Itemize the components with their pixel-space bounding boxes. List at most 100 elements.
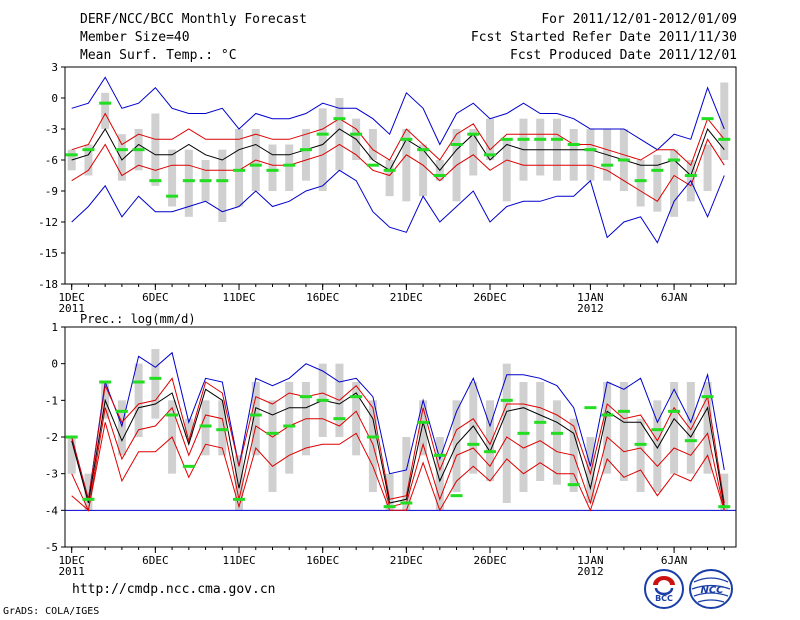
precipitation-obs-mark [266,431,279,435]
precipitation-obs-mark [115,409,128,413]
precipitation-spread-box [218,400,227,456]
precipitation-obs-mark [199,424,212,428]
temperature-spread-box [402,129,411,202]
temperature-obs-mark [283,163,296,167]
precipitation-obs-mark [400,501,413,505]
precipitation-obs-mark [417,420,430,424]
precipitation-obs-mark [634,442,647,446]
temperature-obs-mark [668,158,681,162]
precipitation-spread-box [235,455,244,511]
precipitation-spread-box [134,363,143,437]
precipitation-spread-box [435,437,444,511]
temperature-ytick-label: 3 [51,61,58,74]
precipitation-obs-mark [316,398,329,402]
precipitation-obs-mark [651,428,664,432]
temperature-obs-mark [450,143,463,146]
precipitation-series-lower [71,406,725,513]
temperature-obs-mark [316,132,329,136]
precipitation-spread-box [502,363,511,503]
temperature-obs-mark [115,148,128,152]
temperature-spread-box [117,134,126,181]
precipitation-obs-mark [550,431,563,435]
precipitation-spread-box [469,382,478,474]
temperature-ytick-label: -12 [38,216,58,229]
precipitation-spread-box [603,382,612,474]
temperature-obs-mark [350,132,363,136]
precipitation-xtick-label: 16DEC [306,554,339,567]
temperature-obs-mark [82,148,95,152]
forecast-period-label: For 2011/12/01-2012/01/09 [541,12,737,27]
temperature-obs-mark [132,148,145,152]
temperature-series-lower [71,138,725,202]
precipitation-obs-mark [333,417,346,421]
temperature-obs-mark [99,101,112,105]
precipitation-obs-mark [584,406,597,410]
temperature-series-max [71,76,725,151]
chart-title: DERF/NCC/BCC Monthly Forecast [80,12,307,27]
temperature-obs-mark [684,174,697,177]
precipitation-obs-mark [718,505,731,509]
precipitation-spread-box [552,400,561,485]
precipitation-obs-mark [249,413,262,417]
precipitation-spread-box [536,382,545,481]
temperature-obs-mark [417,148,430,152]
precipitation-spread-box [586,437,595,503]
temperature-obs-mark [701,117,714,121]
temperature-spread-box [653,154,662,212]
precipitation-obs-mark [701,395,714,399]
precipitation-obs-mark [233,497,246,501]
precipitation-spread-box [268,400,277,492]
precipitation-obs-mark [668,409,681,413]
source-url[interactable]: http://cmdp.ncc.cma.gov.cn [72,582,276,597]
precipitation-obs-mark [216,428,229,432]
precipitation-ytick-label: 1 [51,321,58,334]
precipitation-ytick-label: 0 [51,358,58,371]
temperature-obs-mark [233,168,246,172]
temperature-obs-mark [534,137,547,141]
ncc-logo-text: NCC [700,585,724,596]
temperature-obs-mark [400,137,413,141]
precipitation-spread-box [670,382,679,474]
temperature-spread-box [84,144,93,176]
precipitation-spread-box [653,400,662,492]
temperature-xtick-label: 1DEC [58,291,85,304]
grads-credit: GrADS: COLA/IGES [3,606,100,617]
precipitation-obs-mark [617,409,630,413]
temperature-spread-box [569,129,578,181]
precipitation-spread-box [84,473,93,511]
temperature-spread-box [335,98,344,171]
temperature-spread-box [636,160,645,207]
precipitation-obs-mark [132,380,145,384]
precipitation-xtick-year: 2011 [58,565,85,578]
precipitation-spread-box [285,382,294,474]
temperature-obs-mark [333,117,346,121]
precipitation-obs-mark [182,464,195,468]
precipitation-obs-mark [299,395,312,399]
temperature-xtick-label: 16DEC [306,291,339,304]
temperature-ytick-label: -9 [45,185,58,198]
temperature-spread-box [502,139,511,202]
temperature-spread-box [419,144,428,197]
temperature-obs-mark [617,158,630,162]
start-date-label: Fcst Started Refer Date 2011/11/30 [470,30,737,45]
precipitation-xtick-label: 26DEC [473,554,506,567]
precipitation-ytick-label: -5 [45,541,58,554]
precipitation-spread-box [67,437,76,474]
member-size-label: Member Size=40 [80,30,190,45]
temperature-spread-box [101,92,110,129]
temperature-xtick-year: 2012 [577,302,604,315]
temperature-obs-mark [718,137,731,141]
temperature-ytick-label: -6 [45,154,58,167]
temperature-obs-mark [383,168,396,172]
precipitation-obs-mark [350,395,363,399]
temperature-obs-mark [366,163,379,167]
temperature-spread-box [720,82,729,160]
precipitation-obs-mark [433,453,446,457]
temperature-ytick-label: 0 [51,92,58,105]
ncc-logo: NCC [688,568,734,614]
temperature-obs-mark [266,168,279,172]
temperature-series-min [71,169,725,244]
temperature-spread-box [168,149,177,207]
temperature-ytick-label: -15 [38,247,58,260]
